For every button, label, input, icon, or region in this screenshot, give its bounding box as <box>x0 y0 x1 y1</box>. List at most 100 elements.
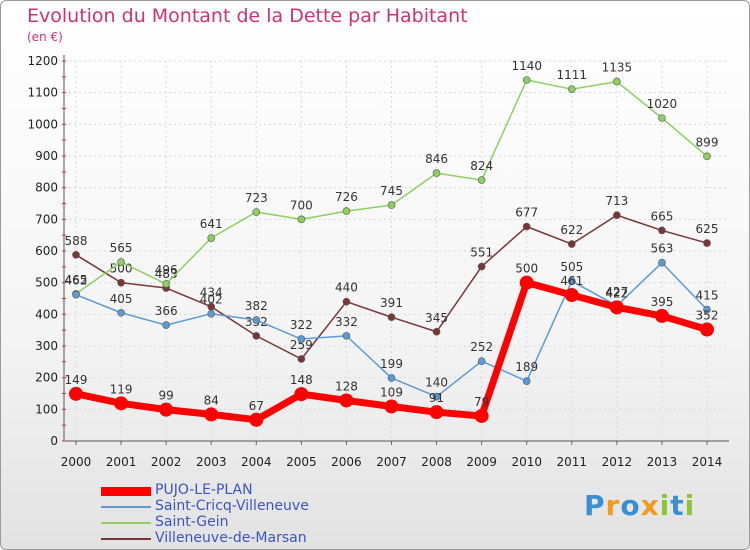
data-label: 846 <box>425 152 448 166</box>
data-label: 84 <box>204 393 219 407</box>
data-label: 91 <box>429 391 444 405</box>
logo-letter: i <box>659 489 671 522</box>
data-point <box>613 77 621 86</box>
x-tick-label: 2006 <box>331 455 362 469</box>
data-point <box>384 399 399 414</box>
legend-swatch <box>101 486 151 496</box>
data-label: 625 <box>696 222 719 236</box>
y-tick-label: 300 <box>35 339 58 353</box>
y-tick-label: 200 <box>35 371 58 385</box>
data-point <box>252 316 261 324</box>
data-point <box>429 405 444 420</box>
y-tick-label: 400 <box>35 307 58 321</box>
data-point <box>522 76 531 84</box>
data-point <box>658 226 666 235</box>
logo-letter: i <box>684 489 696 522</box>
x-tick-label: 2007 <box>376 455 407 469</box>
data-point <box>700 322 714 337</box>
data-label: 148 <box>290 373 313 387</box>
data-point <box>252 332 261 340</box>
legend-item: Saint-Gein <box>101 514 341 531</box>
x-tick-label: 2002 <box>151 455 182 469</box>
data-label: 1135 <box>602 61 633 75</box>
data-label: 79 <box>474 395 489 409</box>
data-label: 99 <box>159 389 174 403</box>
chart-title: Evolution du Montant de la Dette par Hab… <box>27 5 468 27</box>
data-label: 461 <box>560 274 583 288</box>
data-point <box>432 392 441 401</box>
data-label: 505 <box>560 260 583 274</box>
data-label: 322 <box>290 318 313 332</box>
data-point <box>474 408 489 423</box>
y-tick-label: 800 <box>35 181 58 195</box>
data-label: 140 <box>425 376 448 390</box>
data-label: 723 <box>245 191 268 205</box>
data-point <box>703 239 711 247</box>
data-label: 382 <box>245 299 268 313</box>
data-label: 551 <box>470 246 493 260</box>
data-point <box>207 234 216 242</box>
data-point <box>297 335 306 343</box>
legend-swatch <box>101 538 151 540</box>
data-point <box>204 407 219 422</box>
data-point <box>294 387 309 402</box>
data-point <box>387 201 396 209</box>
data-point <box>613 211 621 220</box>
data-label: 563 <box>650 242 673 256</box>
data-label: 427 <box>605 285 628 299</box>
data-point <box>654 308 669 323</box>
data-point <box>387 313 396 321</box>
data-label: 252 <box>470 340 493 354</box>
data-point <box>114 396 129 411</box>
data-point <box>567 240 576 248</box>
data-point <box>522 377 531 385</box>
data-label: 149 <box>65 373 88 387</box>
data-point <box>339 393 354 408</box>
data-point <box>432 327 441 336</box>
x-tick-label: 2005 <box>286 455 317 469</box>
x-tick-label: 2001 <box>106 455 137 469</box>
unit-label: (en €) <box>27 30 63 44</box>
data-label: 677 <box>515 206 538 220</box>
data-label: 434 <box>200 286 223 300</box>
data-label: 1020 <box>647 97 678 111</box>
data-point <box>703 152 711 161</box>
x-tick-label: 2011 <box>557 455 588 469</box>
y-tick-label: 1000 <box>27 117 58 131</box>
data-label: 622 <box>560 223 583 237</box>
y-tick-label: 100 <box>35 402 58 416</box>
data-label: 665 <box>650 209 673 223</box>
x-tick-label: 2000 <box>61 455 92 469</box>
data-label: 462 <box>65 274 88 288</box>
data-point <box>477 262 486 271</box>
data-label: 713 <box>605 194 628 208</box>
data-label: 565 <box>110 241 133 255</box>
legend-label: Saint-Cricq-Villeneuve <box>155 498 309 514</box>
data-point <box>72 290 80 299</box>
data-label: 440 <box>335 281 358 295</box>
data-label: 189 <box>515 360 538 374</box>
logo-letter: x <box>640 489 660 522</box>
x-tick-label: 2009 <box>466 455 497 469</box>
data-point <box>72 251 80 259</box>
data-point <box>207 309 216 318</box>
data-label: 332 <box>335 315 358 329</box>
data-point <box>477 357 486 366</box>
data-label: 745 <box>380 184 403 198</box>
data-label: 119 <box>110 382 133 396</box>
x-tick-label: 2014 <box>692 455 723 469</box>
data-point <box>297 215 306 224</box>
y-tick-label: 900 <box>35 149 58 163</box>
y-tick-label: 0 <box>50 434 58 448</box>
logo-letter: t <box>670 489 685 522</box>
legend-item: Saint-Cricq-Villeneuve <box>101 498 341 515</box>
legend-swatch <box>101 522 151 524</box>
x-tick-label: 2010 <box>511 455 542 469</box>
data-point <box>252 208 261 216</box>
data-point <box>159 402 174 417</box>
x-tick-label: 2013 <box>647 455 678 469</box>
legend-label: Villeneuve-de-Marsan <box>155 530 307 546</box>
data-point <box>117 308 125 317</box>
data-point <box>658 114 666 122</box>
